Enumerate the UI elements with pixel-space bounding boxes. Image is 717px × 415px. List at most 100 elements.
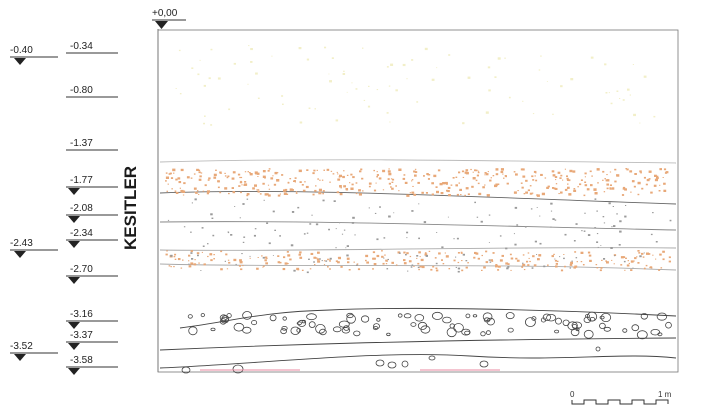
gray-speck bbox=[550, 210, 553, 212]
orange-speck bbox=[624, 188, 627, 191]
gray-speck bbox=[619, 230, 622, 233]
orange-speck bbox=[382, 169, 386, 173]
orange-speck bbox=[427, 178, 430, 180]
orange-speck bbox=[541, 192, 545, 196]
orange-speck bbox=[182, 259, 184, 261]
stone bbox=[555, 317, 562, 325]
orange-speck bbox=[294, 177, 297, 179]
stone bbox=[341, 327, 351, 334]
pale-speck bbox=[632, 64, 634, 65]
pale-speck bbox=[590, 56, 594, 59]
gray-speck bbox=[543, 265, 546, 268]
gray-speck bbox=[559, 256, 561, 258]
pale-speck bbox=[233, 62, 236, 65]
orange-speck bbox=[166, 250, 168, 252]
orange-speck bbox=[304, 181, 306, 183]
stone bbox=[308, 321, 316, 328]
gray-speck bbox=[513, 233, 515, 235]
orange-speck bbox=[277, 194, 281, 197]
gray-speck bbox=[306, 232, 309, 234]
orange-speck bbox=[594, 192, 598, 195]
orange-speck bbox=[406, 194, 410, 197]
orange-speck bbox=[376, 254, 380, 258]
orange-speck bbox=[473, 256, 476, 259]
pale-speck bbox=[416, 101, 419, 103]
orange-speck bbox=[654, 174, 657, 177]
orange-speck bbox=[547, 264, 549, 266]
gray-speck bbox=[550, 226, 552, 228]
orange-speck bbox=[636, 256, 638, 258]
orange-speck bbox=[455, 184, 458, 187]
orange-speck bbox=[419, 256, 421, 258]
gray-speck bbox=[488, 214, 491, 216]
orange-speck bbox=[355, 182, 358, 184]
stone bbox=[181, 366, 191, 374]
stone bbox=[296, 328, 302, 333]
orange-speck bbox=[453, 259, 456, 262]
pale-speck bbox=[203, 84, 206, 87]
orange-speck bbox=[593, 188, 597, 191]
orange-speck bbox=[589, 170, 592, 173]
gray-speck bbox=[210, 213, 213, 216]
orange-speck bbox=[520, 168, 524, 171]
orange-speck bbox=[315, 185, 317, 187]
orange-speck bbox=[525, 191, 528, 194]
orange-speck bbox=[165, 172, 168, 174]
orange-speck bbox=[648, 178, 651, 180]
orange-speck bbox=[358, 189, 361, 192]
orange-speck bbox=[560, 269, 564, 272]
orange-speck bbox=[566, 187, 569, 189]
orange-speck bbox=[313, 256, 316, 259]
orange-speck bbox=[497, 269, 500, 271]
orange-speck bbox=[322, 192, 324, 195]
gray-speck bbox=[610, 247, 613, 249]
orange-speck bbox=[272, 175, 274, 177]
orange-speck bbox=[208, 177, 211, 180]
gray-speck bbox=[242, 203, 245, 205]
orange-speck bbox=[207, 179, 210, 181]
orange-speck bbox=[414, 174, 417, 177]
orange-speck bbox=[226, 176, 229, 179]
orange-speck bbox=[210, 259, 213, 262]
stone bbox=[431, 311, 443, 320]
orange-speck bbox=[310, 253, 312, 255]
orange-speck bbox=[650, 191, 653, 194]
orange-speck bbox=[557, 171, 561, 174]
pale-speck bbox=[627, 88, 630, 91]
stone bbox=[306, 313, 317, 321]
orange-speck bbox=[597, 182, 599, 184]
orange-speck bbox=[432, 265, 435, 268]
orange-speck bbox=[373, 263, 377, 266]
section-title: KESITLER bbox=[121, 166, 140, 250]
gray-speck bbox=[167, 219, 170, 221]
orange-speck bbox=[437, 169, 441, 172]
gray-speck bbox=[383, 237, 386, 239]
orange-speck bbox=[569, 263, 573, 266]
orange-speck bbox=[316, 169, 318, 171]
orange-speck bbox=[648, 170, 652, 173]
orange-speck bbox=[242, 265, 244, 267]
orange-speck bbox=[529, 185, 532, 187]
orange-speck bbox=[350, 187, 354, 190]
orange-speck bbox=[630, 260, 634, 263]
stone bbox=[343, 325, 350, 331]
orange-speck bbox=[299, 181, 302, 183]
gray-speck bbox=[573, 240, 576, 242]
orange-speck bbox=[658, 269, 661, 271]
stone bbox=[226, 313, 232, 319]
orange-speck bbox=[249, 173, 253, 176]
gray-speck bbox=[335, 247, 337, 249]
gray-speck bbox=[625, 205, 627, 206]
orange-speck bbox=[173, 266, 175, 268]
gray-speck bbox=[328, 228, 330, 231]
orange-speck bbox=[398, 168, 402, 171]
orange-speck bbox=[355, 192, 358, 195]
stone bbox=[589, 317, 596, 322]
orange-speck bbox=[459, 188, 462, 191]
orange-speck bbox=[213, 173, 217, 177]
orange-speck bbox=[533, 264, 537, 267]
stone bbox=[531, 316, 537, 321]
gray-speck bbox=[534, 240, 537, 243]
gray-speck bbox=[457, 270, 460, 273]
orange-speck bbox=[312, 172, 315, 175]
